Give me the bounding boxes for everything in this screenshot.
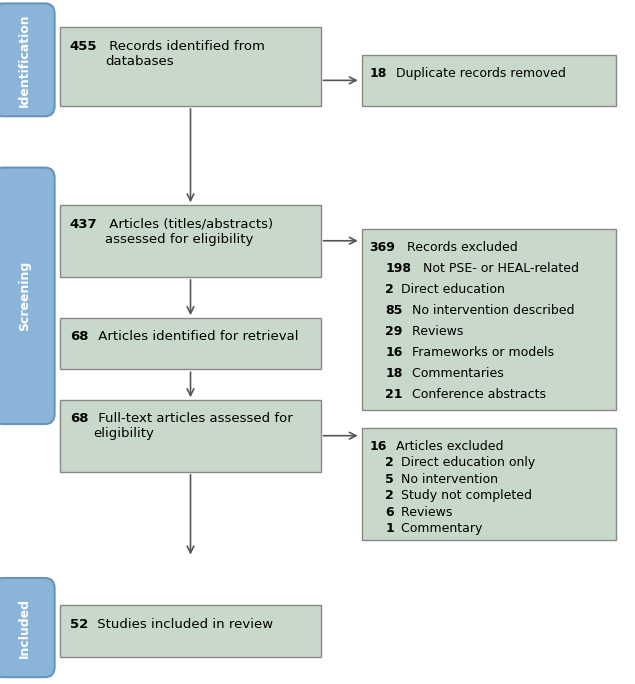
Text: 2: 2 bbox=[385, 490, 394, 503]
FancyBboxPatch shape bbox=[60, 400, 321, 472]
Text: 52: 52 bbox=[70, 618, 88, 631]
Text: 1: 1 bbox=[385, 523, 394, 536]
Text: 85: 85 bbox=[385, 304, 403, 317]
Text: 18: 18 bbox=[385, 367, 403, 380]
Text: 437: 437 bbox=[70, 218, 98, 231]
FancyBboxPatch shape bbox=[362, 428, 616, 540]
FancyBboxPatch shape bbox=[0, 3, 55, 116]
FancyBboxPatch shape bbox=[60, 318, 321, 369]
Text: 369: 369 bbox=[370, 241, 396, 254]
Text: Articles (titles/abstracts)
assessed for eligibility: Articles (titles/abstracts) assessed for… bbox=[105, 218, 274, 246]
Text: Reviews: Reviews bbox=[408, 326, 464, 339]
Text: Records excluded: Records excluded bbox=[403, 241, 518, 254]
FancyBboxPatch shape bbox=[362, 229, 616, 410]
Text: Direct education only: Direct education only bbox=[397, 456, 535, 469]
Text: 198: 198 bbox=[385, 263, 411, 276]
FancyBboxPatch shape bbox=[0, 578, 55, 677]
Text: Records identified from
databases: Records identified from databases bbox=[105, 40, 265, 68]
Text: No intervention described: No intervention described bbox=[408, 304, 575, 317]
Text: Reviews: Reviews bbox=[397, 506, 452, 519]
Text: 5: 5 bbox=[385, 473, 394, 486]
Text: 21: 21 bbox=[385, 388, 403, 401]
Text: Articles excluded: Articles excluded bbox=[392, 440, 504, 453]
Text: 2: 2 bbox=[385, 456, 394, 469]
Text: 68: 68 bbox=[70, 412, 88, 425]
Text: Not PSE- or HEAL-related: Not PSE- or HEAL-related bbox=[419, 263, 579, 276]
Text: 29: 29 bbox=[385, 326, 403, 339]
FancyBboxPatch shape bbox=[362, 55, 616, 106]
Text: Commentaries: Commentaries bbox=[408, 367, 504, 380]
FancyBboxPatch shape bbox=[60, 205, 321, 277]
Text: Screening: Screening bbox=[18, 261, 30, 331]
Text: Conference abstracts: Conference abstracts bbox=[408, 388, 546, 401]
Text: 68: 68 bbox=[70, 330, 88, 343]
Text: Frameworks or models: Frameworks or models bbox=[408, 346, 554, 359]
Text: 16: 16 bbox=[370, 440, 387, 453]
Text: Commentary: Commentary bbox=[397, 523, 482, 536]
Text: 18: 18 bbox=[370, 67, 387, 80]
Text: Direct education: Direct education bbox=[397, 283, 505, 296]
FancyBboxPatch shape bbox=[60, 27, 321, 106]
Text: Identification: Identification bbox=[18, 13, 30, 107]
Text: Duplicate records removed: Duplicate records removed bbox=[392, 67, 566, 80]
Text: 2: 2 bbox=[385, 283, 394, 296]
Text: 455: 455 bbox=[70, 40, 97, 53]
Text: Study not completed: Study not completed bbox=[397, 490, 531, 503]
Text: Included: Included bbox=[18, 598, 30, 657]
Text: No intervention: No intervention bbox=[397, 473, 498, 486]
FancyBboxPatch shape bbox=[60, 605, 321, 657]
FancyBboxPatch shape bbox=[0, 168, 55, 424]
Text: Studies included in review: Studies included in review bbox=[93, 618, 274, 631]
Text: Full-text articles assessed for
eligibility: Full-text articles assessed for eligibil… bbox=[94, 412, 293, 440]
Text: Articles identified for retrieval: Articles identified for retrieval bbox=[94, 330, 298, 343]
Text: 16: 16 bbox=[385, 346, 403, 359]
Text: 6: 6 bbox=[385, 506, 394, 519]
